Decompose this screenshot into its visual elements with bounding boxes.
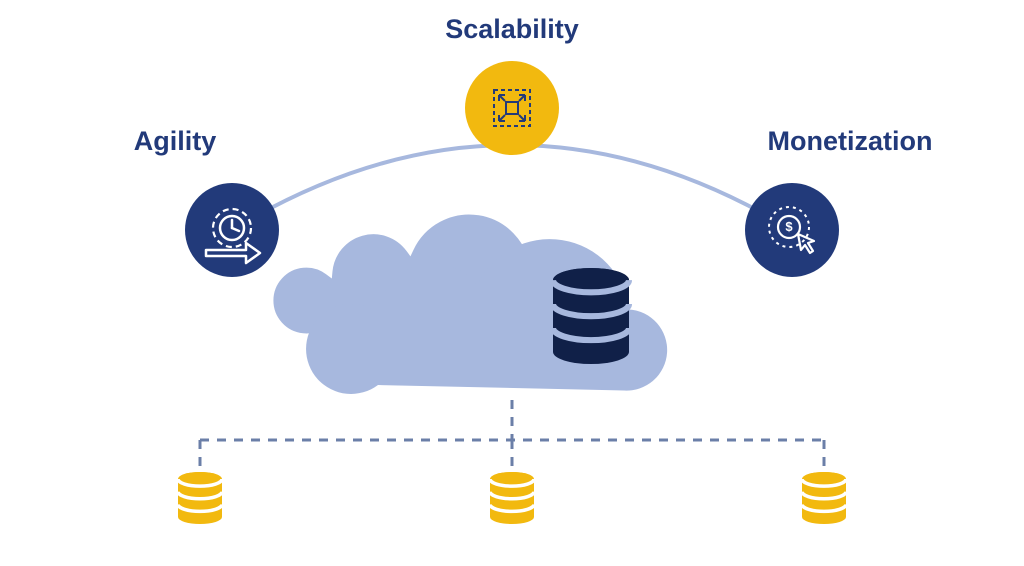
node-agility: Agility: [134, 126, 279, 277]
agility-label: Agility: [134, 126, 217, 156]
node-scalability: Scalability: [445, 14, 579, 155]
dashed-connectors: [200, 400, 824, 470]
node-monetization: $ Monetization: [745, 126, 932, 277]
diagram-canvas: Agility Scalability $ Monetization: [0, 0, 1024, 566]
agility-circle: [185, 183, 279, 277]
mini-database-icon: [802, 472, 846, 524]
scalability-label: Scalability: [445, 14, 579, 44]
arc-connector: [232, 145, 792, 230]
scalability-circle: [465, 61, 559, 155]
mini-database-icon: [490, 472, 534, 524]
mini-database-icon: [178, 472, 222, 524]
database-icon: [553, 268, 629, 364]
monetization-label: Monetization: [768, 126, 933, 156]
svg-text:$: $: [785, 219, 793, 234]
mini-databases: [178, 472, 846, 524]
